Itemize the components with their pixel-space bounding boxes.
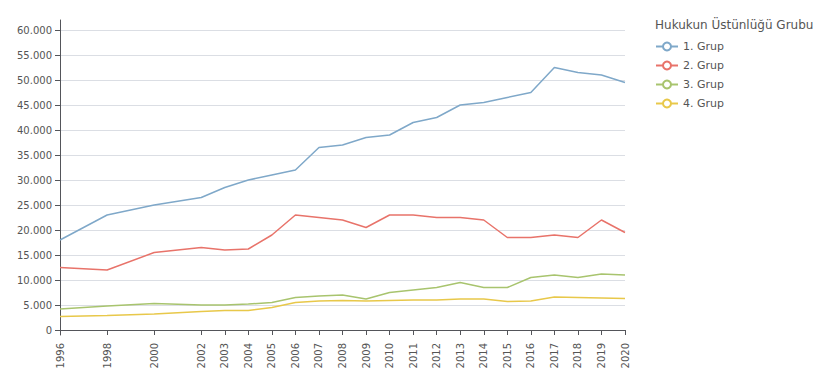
svg-text:45.000: 45.000: [17, 100, 52, 111]
svg-text:2. Grup: 2. Grup: [683, 59, 724, 72]
svg-text:40.000: 40.000: [17, 125, 52, 136]
svg-text:2004: 2004: [243, 343, 254, 368]
svg-text:2003: 2003: [219, 343, 230, 368]
svg-text:20.000: 20.000: [17, 225, 52, 236]
svg-text:35.000: 35.000: [17, 150, 52, 161]
svg-text:Hukukun Üstünlüğü Grubu: Hukukun Üstünlüğü Grubu: [655, 16, 813, 32]
svg-text:2020: 2020: [620, 343, 631, 368]
svg-text:2019: 2019: [596, 343, 607, 368]
svg-text:2018: 2018: [572, 343, 583, 368]
svg-text:2000: 2000: [149, 343, 160, 368]
svg-text:2009: 2009: [361, 343, 372, 368]
svg-text:2010: 2010: [384, 343, 395, 368]
svg-text:2007: 2007: [313, 343, 324, 368]
svg-text:2008: 2008: [337, 343, 348, 368]
svg-text:2015: 2015: [502, 343, 513, 368]
svg-text:25.000: 25.000: [17, 200, 52, 211]
svg-text:3. Grup: 3. Grup: [683, 78, 724, 91]
svg-text:2016: 2016: [525, 343, 536, 368]
svg-text:2002: 2002: [196, 343, 207, 368]
svg-text:2012: 2012: [431, 343, 442, 368]
svg-text:5.000: 5.000: [23, 300, 52, 311]
svg-text:15.000: 15.000: [17, 250, 52, 261]
svg-text:1996: 1996: [55, 343, 66, 368]
svg-text:50.000: 50.000: [17, 75, 52, 86]
svg-text:2005: 2005: [266, 343, 277, 368]
svg-text:1. Grup: 1. Grup: [683, 40, 724, 53]
svg-text:2011: 2011: [408, 343, 419, 368]
svg-text:1998: 1998: [102, 343, 113, 368]
svg-text:2017: 2017: [549, 343, 560, 368]
svg-text:55.000: 55.000: [17, 50, 52, 61]
svg-text:0: 0: [46, 325, 52, 336]
svg-text:10.000: 10.000: [17, 275, 52, 286]
svg-text:4. Grup: 4. Grup: [683, 97, 724, 110]
svg-text:60.000: 60.000: [17, 25, 52, 36]
svg-text:2006: 2006: [290, 343, 301, 368]
svg-text:2013: 2013: [455, 343, 466, 368]
svg-text:2014: 2014: [478, 343, 489, 368]
svg-text:30.000: 30.000: [17, 175, 52, 186]
